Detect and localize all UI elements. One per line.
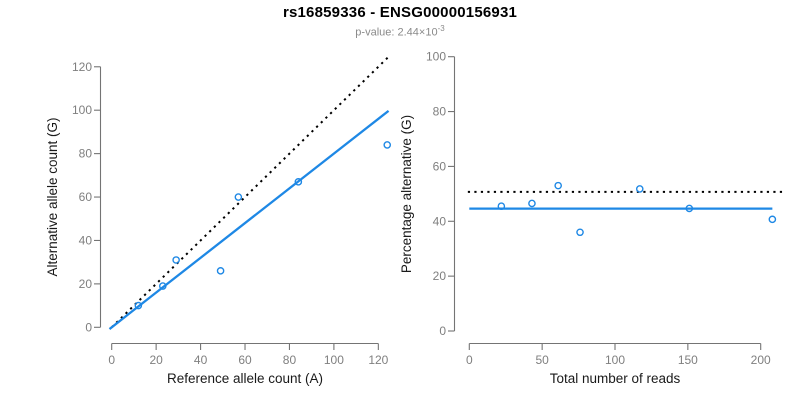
data-point <box>172 256 180 264</box>
data-point <box>635 185 644 193</box>
x-tick-label: 80 <box>283 353 297 367</box>
x-tick-label: 0 <box>466 353 473 367</box>
x-tick-label: 100 <box>605 353 625 367</box>
x-tick-label: 40 <box>194 353 208 367</box>
figure-subtitle: p-value: 2.44×10-3 <box>0 24 800 39</box>
y-tick-label: 60 <box>79 190 93 204</box>
y-tick-label: 120 <box>72 60 92 74</box>
y-tick-label: 0 <box>85 320 92 334</box>
y-tick-label: 40 <box>433 214 447 228</box>
data-point <box>768 215 777 224</box>
y-tick-label: 80 <box>79 147 93 161</box>
right-y-axis-label: Percentage alternative (G) <box>399 115 414 273</box>
x-tick-label: 120 <box>368 353 388 367</box>
data-point <box>528 199 536 208</box>
x-tick-label: 200 <box>751 353 771 367</box>
fit-line <box>108 109 390 330</box>
data-point <box>685 204 694 213</box>
data-point <box>234 193 243 201</box>
right-x-axis-label: Total number of reads <box>550 371 681 386</box>
left-y-axis-label: Alternative allele count (G) <box>45 117 60 276</box>
y-tick-label: 100 <box>426 50 446 64</box>
data-point <box>554 181 562 190</box>
data-point <box>216 267 225 275</box>
left-x-axis-label: Reference allele count (A) <box>167 371 323 386</box>
x-tick-label: 0 <box>108 353 115 367</box>
figure-title: rs16859336 - ENSG00000156931 <box>282 4 518 21</box>
data-point <box>383 141 392 149</box>
y-tick-label: 20 <box>79 277 93 291</box>
left-panel: Reference allele count (A) Alternative a… <box>45 56 392 386</box>
y-tick-label: 60 <box>433 159 447 173</box>
p-value-text: p-value: 2.44×10 <box>355 26 438 39</box>
data-point <box>576 228 584 237</box>
y-tick-label: 100 <box>72 103 92 117</box>
y-tick-label: 40 <box>79 233 93 247</box>
x-tick-label: 60 <box>238 353 252 367</box>
p-value-exponent: -3 <box>437 24 445 33</box>
y-tick-label: 0 <box>439 324 446 338</box>
y-tick-label: 80 <box>433 105 447 119</box>
identity-line <box>111 56 390 329</box>
data-point <box>134 301 143 310</box>
x-tick-label: 150 <box>678 353 698 367</box>
data-point <box>497 202 506 210</box>
right-panel: Total number of reads Percentage alterna… <box>399 50 785 386</box>
x-tick-label: 50 <box>535 353 549 367</box>
data-point <box>159 282 167 290</box>
x-tick-label: 100 <box>324 353 344 367</box>
y-tick-label: 20 <box>433 269 447 283</box>
data-point <box>294 178 303 186</box>
x-tick-label: 20 <box>149 353 163 367</box>
